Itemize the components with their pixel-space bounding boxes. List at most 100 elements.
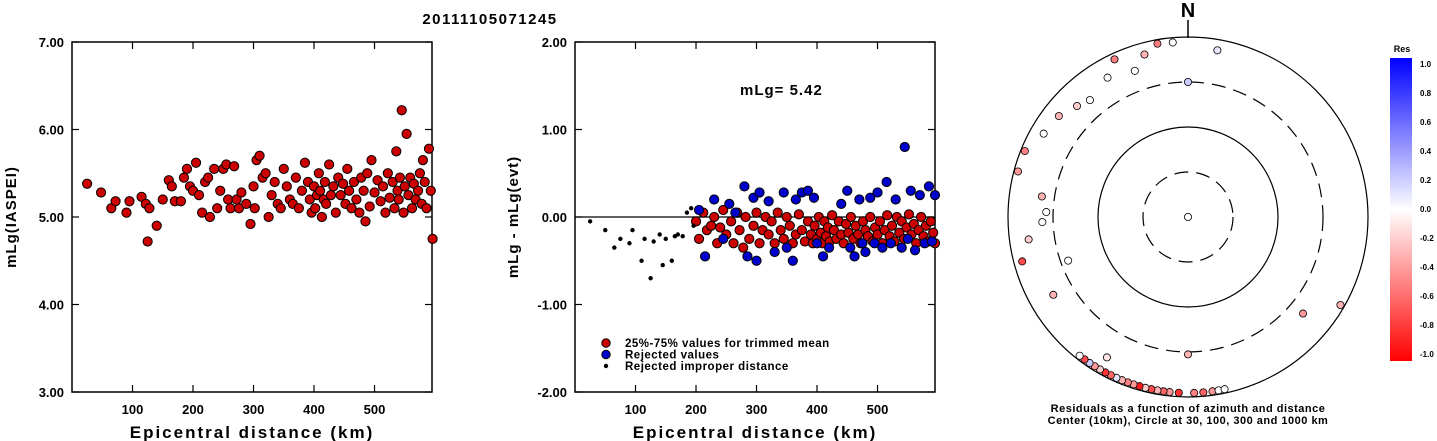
- station-point: [1140, 50, 1149, 59]
- data-point: [354, 207, 365, 218]
- colorbar-tick-label: 0.8: [1420, 89, 1432, 98]
- data-point: [417, 155, 429, 166]
- station-residual-points: [1013, 38, 1345, 397]
- station-point: [1013, 167, 1022, 176]
- data-point: [351, 194, 362, 205]
- data-point: [95, 187, 107, 198]
- data-point: [874, 216, 886, 227]
- rejected-point: [730, 207, 741, 218]
- data-point: [151, 220, 162, 231]
- x-tick-label: 200: [685, 402, 707, 417]
- data-point: [249, 203, 260, 214]
- caption-line-1: Residuals as a function of azimuth and d…: [1051, 403, 1326, 415]
- rejected-point: [905, 185, 916, 196]
- colorbar-tick-label: -0.2: [1420, 234, 1434, 243]
- rejected-point: [923, 181, 935, 192]
- rejected-point: [790, 194, 801, 205]
- data-point: [915, 211, 927, 223]
- y-tick-label: 1.00: [542, 123, 567, 138]
- station-point: [1184, 212, 1193, 221]
- data-point: [369, 187, 380, 198]
- data-point: [414, 168, 425, 179]
- y-tick-label: 3.00: [39, 385, 64, 400]
- ring-100km: [1097, 126, 1279, 308]
- data-point: [360, 216, 371, 227]
- data-point: [190, 157, 202, 168]
- data-point: [293, 203, 304, 214]
- rejected-point: [914, 190, 925, 201]
- data-point: [358, 185, 369, 196]
- data-point: [401, 128, 412, 139]
- data-point: [225, 203, 236, 214]
- data-point: [248, 181, 259, 192]
- rejected-point: [869, 238, 880, 249]
- data-point: [693, 233, 705, 244]
- data-point: [375, 196, 386, 207]
- x-tick-label: 300: [243, 402, 265, 417]
- data-point: [362, 168, 373, 179]
- station-point: [1199, 388, 1208, 397]
- rejected-point: [890, 194, 901, 205]
- data-point: [718, 204, 729, 216]
- station-point: [1038, 218, 1047, 227]
- rejected-point: [739, 181, 750, 192]
- rejected-point: [899, 141, 910, 153]
- rejected-point: [845, 242, 856, 253]
- data-point: [796, 225, 807, 236]
- legend: 25%-75% values for trimmed meanRejected …: [601, 338, 830, 373]
- data-point: [387, 176, 398, 188]
- station-point: [1042, 208, 1051, 217]
- data-point: [236, 187, 247, 198]
- data-point: [728, 238, 739, 249]
- data-point: [330, 207, 341, 218]
- data-point: [299, 157, 311, 168]
- data-point: [342, 163, 353, 174]
- legend-marker: [603, 363, 609, 369]
- rejected-point: [849, 251, 860, 262]
- station-point: [1299, 309, 1308, 318]
- rejected-point: [909, 245, 921, 256]
- y-tick-label: 4.00: [39, 298, 64, 313]
- data-point: [245, 218, 256, 230]
- station-point: [1020, 147, 1029, 156]
- rejected-distance-point: [603, 227, 608, 233]
- north-label: N: [1181, 0, 1195, 22]
- y-axis-label: mLg(IASPEI): [3, 166, 20, 268]
- data-point: [241, 198, 252, 209]
- colorbar-tick-labels: 1.0 0.8 0.6 0.4 0.2 0.0 -0.2 -0.4 -0.6 -0.8 -1.0: [1420, 60, 1434, 359]
- data-point: [406, 203, 418, 214]
- x-tick-label: 400: [303, 402, 325, 417]
- rejected-distance-point: [680, 234, 685, 239]
- rejected-point: [824, 242, 835, 253]
- station-point: [1064, 256, 1073, 265]
- data-point: [793, 209, 804, 220]
- data-point: [380, 207, 391, 218]
- legend-label: Rejected values: [625, 350, 719, 362]
- y-tick-label: -1.00: [537, 298, 567, 313]
- station-point: [1075, 351, 1084, 360]
- data-point: [121, 207, 132, 218]
- data-point: [781, 211, 792, 223]
- y-tick-label: 0.00: [542, 210, 567, 225]
- legend-label: 25%-75% values for trimmed mean: [625, 338, 830, 350]
- rejected-point: [881, 176, 892, 188]
- data-point: [281, 181, 292, 192]
- rejected-point: [754, 187, 765, 198]
- y-axis-label: mLg - mLg(evt): [505, 156, 522, 278]
- data-point: [784, 220, 795, 231]
- x-tick-labels: 100 200 300 400 500: [625, 42, 888, 417]
- data-point: [398, 207, 409, 218]
- x-tick-label: 100: [122, 402, 144, 417]
- ring-30km: [1142, 171, 1234, 263]
- data-point: [290, 172, 301, 183]
- data-point: [346, 203, 357, 214]
- data-point: [278, 163, 289, 174]
- data-point: [82, 178, 93, 189]
- data-point: [886, 220, 898, 231]
- rejected-point: [811, 238, 823, 249]
- data-point: [709, 211, 720, 223]
- data-point: [384, 192, 395, 203]
- colorbar-title: Res: [1394, 44, 1411, 54]
- data-point: [316, 211, 327, 223]
- data-points: [82, 105, 438, 247]
